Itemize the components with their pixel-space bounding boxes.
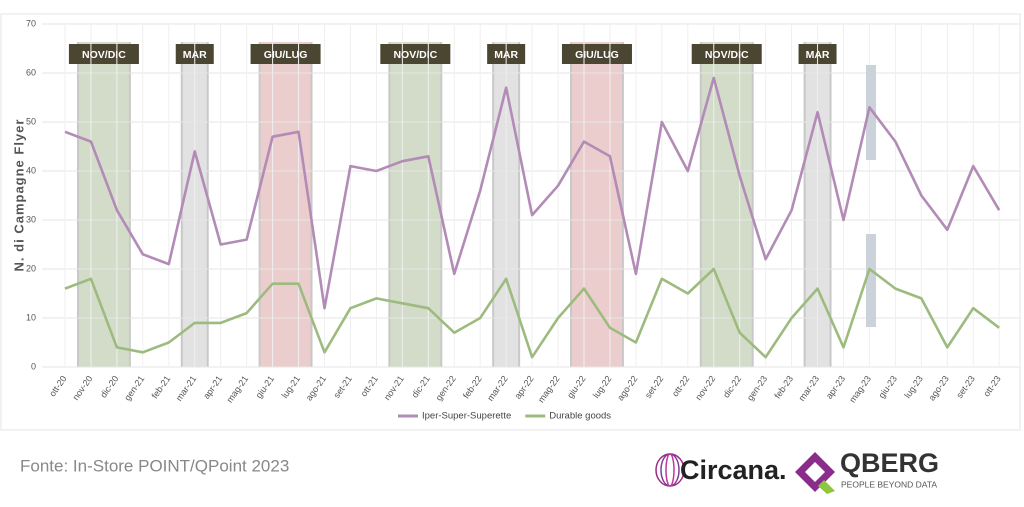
period-label-box [561, 44, 632, 64]
x-tick-label: lug-22 [591, 374, 614, 400]
period-label-box [68, 44, 139, 64]
circana-logo: Circana. [655, 453, 787, 487]
x-tick-label: set-21 [331, 374, 354, 400]
x-tick-label: nov-21 [382, 374, 406, 402]
period-band [571, 42, 623, 367]
x-tick-label: set-23 [954, 374, 977, 400]
series-line [64, 76, 1001, 310]
x-tick-label: nov-22 [693, 374, 717, 402]
y-tick-label: 70 [26, 18, 36, 28]
x-tick-label: gen-22 [434, 374, 458, 403]
highlight [866, 234, 876, 327]
y-tick-label: 30 [26, 214, 36, 224]
x-tick-label: apr-21 [201, 374, 224, 401]
x-tick-label: set-22 [643, 374, 666, 400]
y-tick-label: 0 [31, 361, 36, 371]
x-tick-label: gen-23 [745, 374, 769, 403]
period-label-box [380, 44, 451, 64]
logo-text: QBERG [840, 448, 939, 478]
x-tick-label: dic-21 [410, 374, 432, 400]
x-tick-label: ott-20 [47, 374, 68, 399]
x-tick-label: mag-22 [536, 374, 562, 405]
y-tick-label: 40 [26, 165, 36, 175]
x-tick-label: ott-21 [359, 374, 380, 399]
period-label: GIU/LUG [575, 49, 619, 61]
x-tick-label: ott-23 [981, 374, 1002, 399]
x-tick-label: giu-21 [254, 374, 277, 400]
x-tick-label: lug-21 [280, 374, 303, 400]
x-tick-label: feb-21 [150, 374, 173, 401]
x-tick-label: feb-23 [772, 374, 795, 401]
logo-tagline: PEOPLE BEYOND DATA [841, 479, 937, 489]
period-label-box [691, 44, 762, 64]
x-tick-label: ago-22 [615, 374, 639, 403]
x-tick-label: giu-23 [876, 374, 899, 400]
logo-text: Circana. [680, 455, 787, 485]
source: Fonte: In-Store POINT/QPoint 2023 [20, 456, 289, 475]
x-tick-label: nov-20 [71, 374, 95, 402]
y-tick-label: 60 [26, 67, 36, 77]
y-tick-label: 50 [26, 116, 36, 126]
x-tick-label: feb-22 [461, 374, 484, 401]
x-tick-label: dic-22 [721, 374, 743, 400]
x-tick-label: apr-23 [824, 374, 847, 401]
x-tick-label: mag-23 [847, 374, 873, 405]
x-tick-label: mar-23 [797, 374, 822, 403]
marks [64, 76, 1001, 359]
period-label: NOV/DIC [82, 49, 126, 61]
period-label: NOV/DIC [705, 49, 749, 61]
x-tick-label: giu-22 [565, 374, 588, 400]
period-band [259, 42, 312, 367]
period-label: GIU/LUG [264, 49, 308, 61]
chart-frame [0, 13, 1021, 431]
x-tick-label: ott-22 [670, 374, 691, 399]
y-tick-label: 10 [26, 312, 36, 322]
legend-label: Durable goods [549, 411, 611, 422]
x-tick-label: mag-21 [225, 374, 251, 405]
x-tick-label: ago-21 [304, 374, 328, 403]
y-axis-label: N. di Campagne Flyer [11, 119, 26, 272]
x-tick-label: apr-22 [513, 374, 536, 401]
x-tick-label: dic-20 [98, 374, 120, 400]
x-tick-label: ago-23 [927, 374, 951, 403]
legend: Iper-Super-Superette Durable goods [398, 411, 611, 422]
y-tick-label: 20 [26, 263, 36, 273]
x-tick-label: mar-22 [485, 374, 510, 403]
highlight [866, 65, 876, 160]
x-tick-label: mar-21 [174, 374, 199, 403]
period-label: NOV/DIC [393, 49, 437, 61]
qberg-logo: QBERG PEOPLE BEYOND DATA [795, 448, 939, 494]
x-tick-label: lug-23 [902, 374, 925, 400]
x-tick-label: gen-21 [122, 374, 146, 403]
period-label-box [250, 44, 321, 64]
legend-label: Iper-Super-Superette [422, 411, 511, 422]
series-line [64, 267, 1000, 359]
